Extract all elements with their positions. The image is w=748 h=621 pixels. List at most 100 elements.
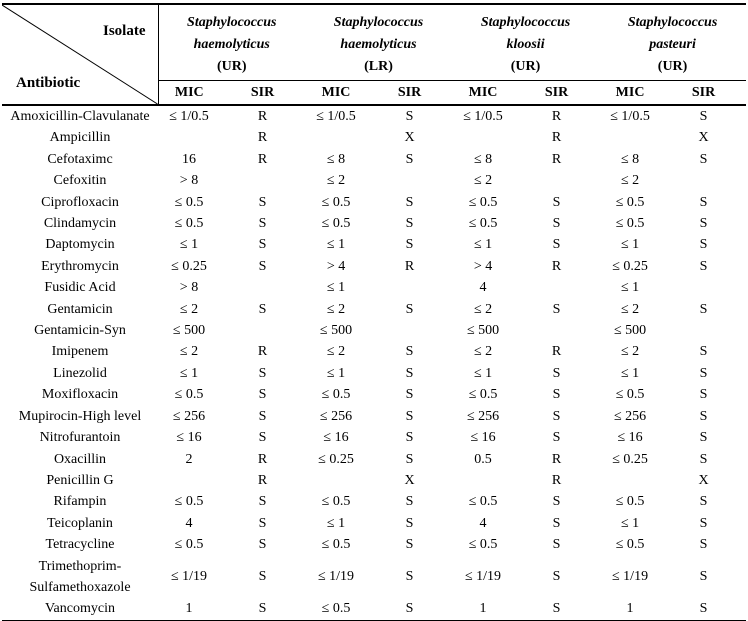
sir-value: S [552,301,561,317]
sir-value: S [699,494,708,510]
table-row: Amoxicillin-Clavulanate ≤ 1/0.5 R ≤ 1/0.5 S ≤… [2,105,746,127]
mic-value: ≤ 8 [620,151,640,167]
sir-value: S [258,430,267,446]
diagonal-divider [2,5,158,104]
sir-value: S [405,601,414,617]
mic-value: ≤ 0.5 [615,194,645,210]
mic-value: ≤ 0.5 [174,216,204,232]
mic-value: 1 [479,601,487,617]
mic-column-header: MIC [452,80,515,106]
antibiotic-name: Gentamicin [47,301,113,317]
species-header-haemolyticus-ur: Staphylococcus haemolyticus (UR) [158,4,306,81]
mic-value: ≤ 500 [319,323,353,339]
sir-value: X [698,472,709,488]
mic-value: ≤ 0.25 [171,258,207,274]
antibiotic-name: Vancomycin [45,601,115,617]
sir-value: S [699,216,708,232]
species-name: Staphylococcus haemolyticus [333,15,424,52]
mic-value [452,127,514,148]
mic-value: ≤ 1 [326,237,346,253]
table-row: Fusidic Acid > 8 ≤ 1 4 ≤ 1 [2,277,746,298]
mic-value: ≤ 1 [179,237,199,253]
mic-value: 0.5 [474,451,492,467]
sir-value: S [699,301,708,317]
antibiotic-rows: Amoxicillin-Clavulanate ≤ 1/0.5 R ≤ 1/0.5 S ≤… [2,105,746,621]
sir-value: S [552,365,561,381]
mic-value: ≤ 0.5 [174,494,204,510]
species-name: Staphylococcus kloosii [480,15,571,52]
sir-value: S [552,569,561,585]
sir-value: R [551,151,562,167]
mic-value: ≤ 1 [620,515,640,531]
sir-value: R [257,130,268,146]
sir-value: S [405,387,414,403]
sir-column-header: SIR [220,80,306,106]
mic-column-header: MIC [305,80,368,106]
antibiotic-name: Cefotaximc [47,151,113,167]
mic-value: ≤ 0.25 [612,451,648,467]
mic-column-header: MIC [158,80,220,106]
mic-value: ≤ 1/0.5 [463,109,503,124]
sir-value: S [699,537,708,553]
sir-value: S [699,237,708,253]
mic-value: ≤ 1/19 [170,569,208,585]
mic-value: ≤ 1 [179,365,199,381]
sir-value: S [552,601,561,617]
sir-value [514,170,599,191]
table-row: Daptomycin ≤ 1 S ≤ 1 S ≤ 1 S ≤ 1 S [2,234,746,255]
mic-value: ≤ 0.5 [321,216,351,232]
sir-value: S [258,365,267,381]
sir-value [367,170,452,191]
mic-value [158,127,220,148]
sir-value: R [257,451,268,467]
sir-value: S [552,216,561,232]
mic-value: ≤ 0.5 [468,494,498,510]
mic-value: ≤ 0.5 [615,537,645,553]
mic-value: ≤ 1/19 [612,569,649,585]
mic-value: ≤ 2 [473,173,493,189]
mic-value: ≤ 1/0.5 [169,109,209,124]
mic-value: ≤ 2 [326,173,346,189]
mic-value: ≤ 1/0.5 [610,109,650,124]
mic-value: ≤ 8 [326,151,346,167]
mic-value: ≤ 1/19 [317,569,355,585]
sir-value: R [551,472,562,488]
mic-value: ≤ 0.5 [174,387,204,403]
table-row: Nitrofurantoin ≤ 16 S ≤ 16 S ≤ 16 S ≤ 16 S [2,427,746,448]
mic-value: 4 [185,515,193,531]
sir-value: S [405,194,414,210]
mic-value: ≤ 1/0.5 [316,109,356,124]
mic-value: 2 [185,451,193,467]
table-row: Teicoplanin 4 S ≤ 1 S 4 S ≤ 1 S [2,513,746,534]
species-header-kloosii-ur: Staphylococcus kloosii (UR) [452,4,600,81]
mic-value: ≤ 0.5 [321,387,351,403]
sir-value: S [699,451,708,467]
sir-value: S [405,344,414,360]
table-row: Rifampin ≤ 0.5 S ≤ 0.5 S ≤ 0.5 S ≤ 0.5 S [2,491,746,512]
mic-value: ≤ 2 [179,344,199,360]
antibiotic-name: Daptomycin [45,237,115,253]
sir-value: S [552,387,561,403]
mic-value: ≤ 0.25 [318,451,354,467]
species-header-haemolyticus-lr: Staphylococcus haemolyticus (LR) [305,4,453,81]
mic-value: ≤ 1 [326,515,346,531]
table-row: Tetracycline ≤ 0.5 S ≤ 0.5 S ≤ 0.5 S ≤ 0.5 S [2,534,746,555]
sir-value: S [405,515,414,531]
antibiotic-name: Ampicillin [49,130,111,146]
mic-value: ≤ 0.5 [174,194,204,210]
sir-value: X [404,472,415,488]
antibiotic-name: Moxifloxacin [41,387,119,403]
table-row: Gentamicin-Syn ≤ 500 ≤ 500 ≤ 500 ≤ 500 [2,320,746,341]
mic-value: ≤ 16 [617,430,643,446]
antibiotic-name: Clindamycin [43,216,117,232]
table-row: Vancomycin 1 S ≤ 0.5 S 1 S 1 S [2,598,746,620]
mic-value: ≤ 0.5 [615,494,645,510]
sir-value: S [552,194,561,210]
antibiotic-susceptibility-table: Isolate Antibiotic Staphylococcus haemol… [2,3,747,621]
species-name: Staphylococcus pasteuri [627,15,718,52]
antibiotic-header-label: Antibiotic [16,75,81,91]
sir-value: S [699,344,708,360]
antibiotic-name: Trimethoprim- Sulfamethoxazole [29,558,131,595]
antibiotic-name: Tetracycline [45,537,115,553]
mic-value: ≤ 1 [620,280,640,296]
